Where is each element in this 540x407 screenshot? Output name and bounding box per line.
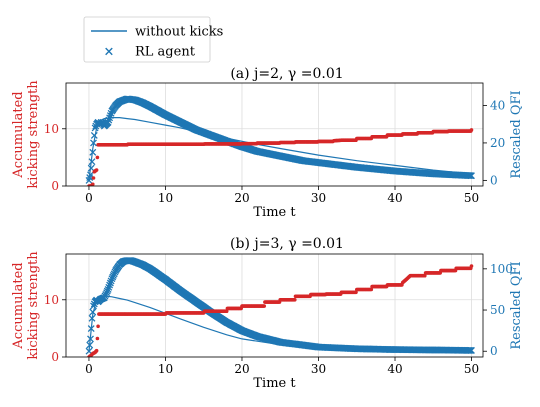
panel-a-xlabel: Time t [253, 205, 296, 220]
series-rl-agent [85, 95, 475, 184]
panel-a: (a) j=2, γ =0.01 0 10 20 30 40 50 0 10 0 20 40 Tim… [11, 66, 524, 220]
legend: without kicks × RL agent [83, 16, 223, 63]
x-tick-label: 30 [311, 362, 326, 376]
kick-point [423, 273, 427, 278]
kick-point [95, 336, 100, 341]
y-right-tick-label: 100 [490, 262, 513, 276]
y-left-tick-label: 10 [44, 122, 59, 136]
x-tick-label: 40 [387, 362, 402, 376]
rl-agent-point [468, 346, 475, 354]
y-left-tick-label: 0 [51, 350, 59, 364]
panel-a-ylabel-right: Rescaled QFI [509, 90, 524, 178]
kick-point [469, 264, 474, 268]
x-tick-label: 50 [464, 191, 479, 205]
x-tick-label: 0 [85, 362, 93, 376]
x-tick-label: 0 [85, 191, 93, 205]
series-rl-agent [85, 257, 475, 355]
rl-agent-point [88, 314, 96, 322]
kick-point [354, 290, 358, 295]
legend-label-without-kicks: without kicks [135, 25, 223, 40]
x-tick-label: 20 [234, 191, 249, 205]
kick-point [469, 128, 474, 132]
series-kicking-strength [87, 128, 474, 186]
rl-agent-point [90, 131, 98, 139]
kick-point [224, 309, 229, 314]
rl-agent-point [86, 341, 94, 349]
rl-agent-point [90, 139, 97, 147]
rl-agent-point [104, 118, 112, 126]
panel-a-frame [65, 82, 484, 187]
panel-b-ylabel-right: Rescaled QFI [509, 261, 524, 349]
y-left-tick-label: 0 [51, 179, 59, 193]
ylabel-left-line-1: Accumulated [11, 262, 26, 349]
kick-point [293, 298, 297, 302]
rl-agent-point [89, 148, 97, 156]
panel-a-ylabel-left: Accumulated kicking strength [11, 80, 41, 189]
panel-b-ylabel-left: Accumulated kicking strength [11, 251, 41, 360]
kick-point [91, 176, 96, 180]
rl-agent-point [87, 164, 95, 172]
x-tick-label: 10 [158, 362, 173, 376]
kick-point [94, 348, 99, 353]
y-right-tick-label: 50 [490, 303, 505, 317]
rl-agent-point [88, 158, 96, 166]
rl-agent-point [106, 279, 114, 287]
y-right-tick-label: 0 [490, 344, 498, 358]
rl-agent-point [106, 112, 114, 120]
y-right-tick-label: 20 [490, 136, 505, 150]
legend-x-marker: × [104, 45, 115, 60]
rl-agent-point [87, 335, 94, 343]
rl-agent-point [106, 114, 114, 122]
y-right-tick-label: 0 [490, 173, 498, 187]
ylabel-left-line-2: kicking strength [26, 80, 41, 189]
panel-b-title: (b) j=3, γ =0.01 [230, 236, 344, 252]
kick-point [96, 324, 100, 329]
x-tick-label: 20 [234, 362, 249, 376]
panel-b-frame [65, 253, 484, 358]
rl-agent-point [107, 277, 115, 285]
x-tick-label: 40 [387, 191, 402, 205]
y-right-tick-label: 40 [490, 98, 505, 112]
panel-a-plot [85, 95, 475, 186]
kick-point [95, 155, 100, 160]
kick-point [94, 168, 99, 172]
ylabel-left-line-1: Accumulated [11, 91, 26, 178]
rl-agent-point [89, 308, 97, 316]
panel-b-xlabel: Time t [253, 376, 296, 391]
x-tick-label: 50 [464, 362, 479, 376]
y-left-tick-label: 10 [44, 293, 59, 307]
panel-b-plot [85, 257, 475, 357]
series-line-without-kicks [88, 116, 472, 181]
rl-agent-point [104, 285, 112, 293]
legend-box [83, 16, 211, 63]
kick-point [369, 287, 374, 292]
kick-point [91, 182, 95, 186]
panel-a-title: (a) j=2, γ =0.01 [230, 66, 343, 82]
rl-agent-point [106, 281, 114, 289]
x-tick-label: 30 [311, 191, 326, 205]
legend-label-rl-agent: RL agent [135, 45, 196, 60]
rl-agent-point [105, 283, 113, 291]
ylabel-left-line-2: kicking strength [26, 251, 41, 360]
kick-point [262, 304, 267, 308]
rl-agent-point [87, 325, 95, 333]
series-kicking-strength [87, 264, 474, 357]
rl-agent-point [468, 172, 475, 180]
panel-a-ticks: 0 10 20 30 40 50 0 10 0 20 40 [44, 98, 506, 205]
x-tick-label: 10 [158, 191, 173, 205]
